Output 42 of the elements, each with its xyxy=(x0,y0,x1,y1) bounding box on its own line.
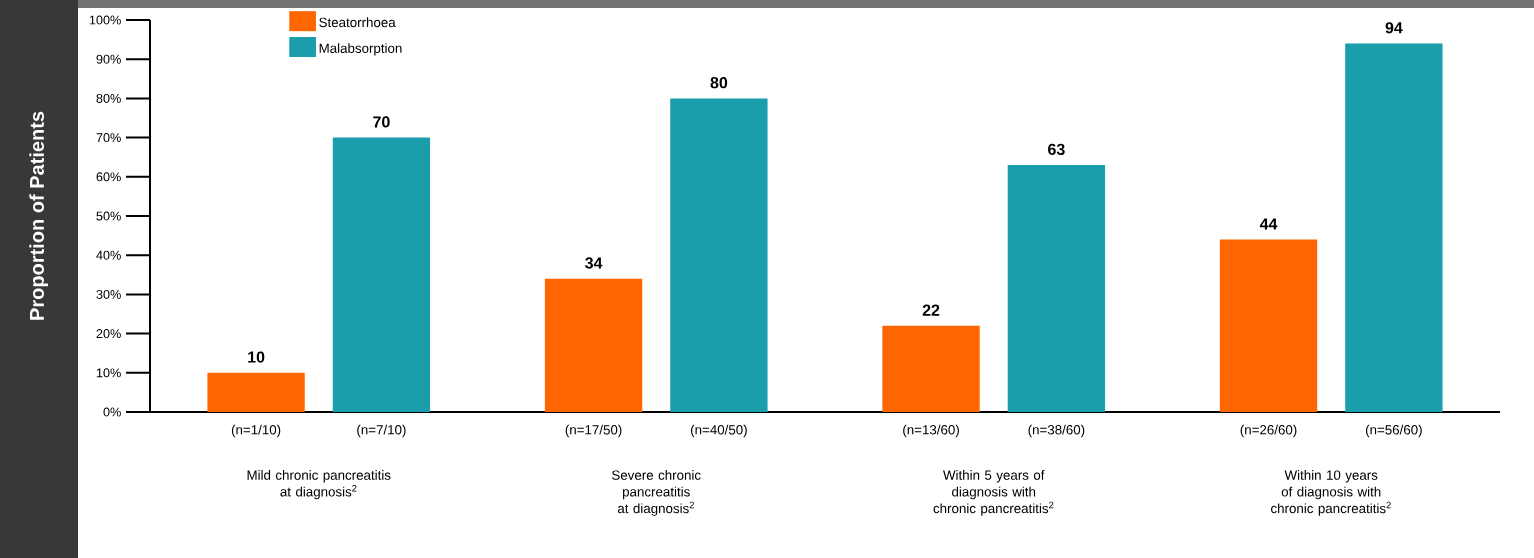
bar xyxy=(544,278,643,412)
y-tick-label: 90% xyxy=(96,54,121,64)
data-label: 63 xyxy=(1048,143,1065,156)
text: (n=13/60) xyxy=(903,424,959,438)
y-tick-label: 20% xyxy=(96,329,121,339)
x-tick-label: Within 10 years of diagnosis with chronic pancreatitis$^{2}$ xyxy=(1271,470,1391,516)
data-label: 10 xyxy=(248,351,265,363)
y-tick-label: 60% xyxy=(96,172,121,182)
x-tick-label: Mild chronic pancreatitis at diagnosis$^{2}$ xyxy=(247,470,391,500)
bar xyxy=(1007,165,1106,412)
legend-label: Malabsorption xyxy=(319,43,402,56)
x-tick-label: Within 5 years of diagnosis with chronic pancreatitis$^{2}$ xyxy=(933,470,1054,516)
legend-label: Steatorrhoea xyxy=(319,17,396,28)
text: (n=7/10) xyxy=(357,424,406,438)
text: (n=56/60) xyxy=(1365,424,1422,438)
y-axis-title: Proportion of Patients xyxy=(29,111,48,320)
data-label: 22 xyxy=(922,304,940,316)
text: (n=17/50) xyxy=(565,424,622,438)
bar xyxy=(1345,43,1443,412)
data-label: 70 xyxy=(373,116,390,128)
data-label: 34 xyxy=(585,257,603,269)
data-label: 44 xyxy=(1259,218,1278,230)
x-tick-label: Severe chronic pancreatitis at diagnosis$^{2}$ xyxy=(612,470,701,516)
y-tick-label: 30% xyxy=(96,289,121,299)
bar xyxy=(882,325,980,412)
text: (n=38/60) xyxy=(1028,424,1085,438)
text: (n=40/50) xyxy=(691,424,747,438)
bar xyxy=(207,372,305,412)
y-tick-label: 80% xyxy=(96,93,121,103)
bar xyxy=(1219,239,1318,412)
y-tick-label: 50% xyxy=(96,211,121,221)
y-tick-label: 10% xyxy=(96,368,121,378)
y-tick-label: 0% xyxy=(103,407,121,417)
data-label: 94 xyxy=(1385,22,1403,34)
y-tick-label: 70% xyxy=(96,133,121,143)
y-tick-label: 100% xyxy=(89,15,121,25)
text: (n=1/10) xyxy=(231,424,281,438)
y-tick-label: 40% xyxy=(96,250,121,260)
bar xyxy=(332,137,431,412)
bar xyxy=(670,98,768,412)
data-label: 80 xyxy=(710,77,728,89)
text: (n=26/60) xyxy=(1240,424,1297,438)
